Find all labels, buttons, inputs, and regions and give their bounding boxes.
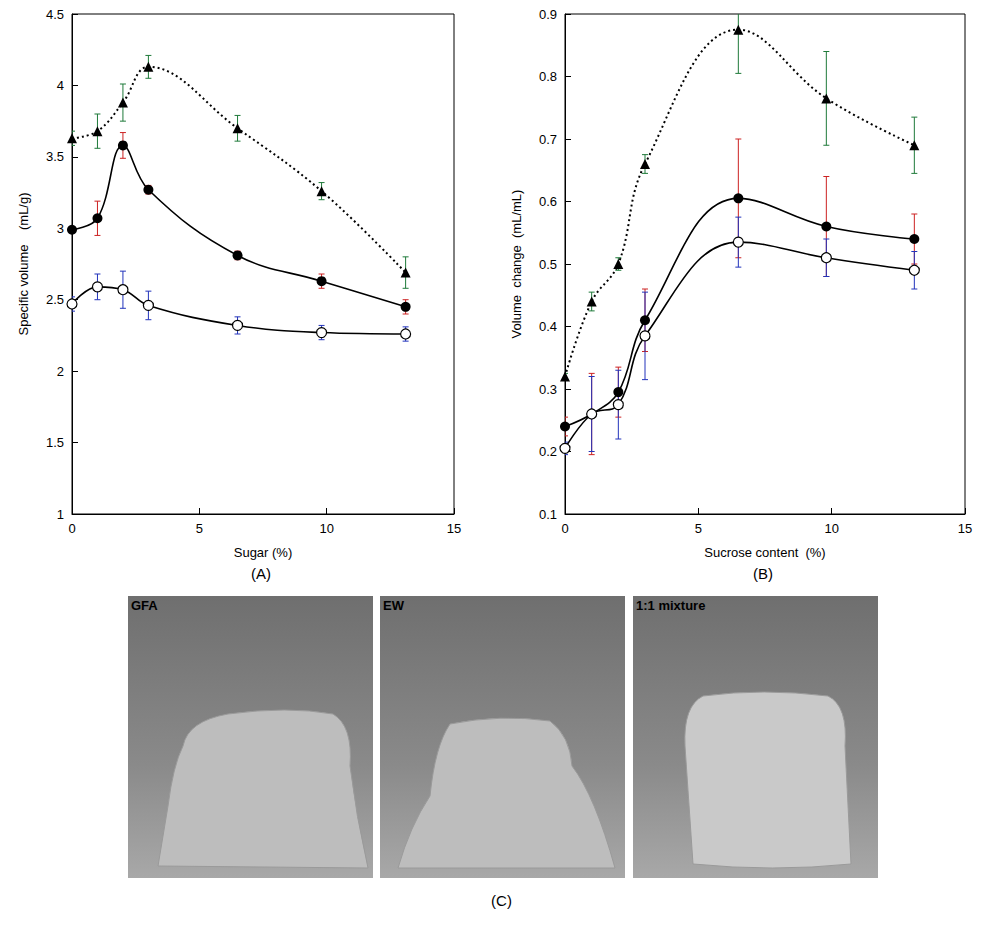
svg-text:0.3: 0.3	[539, 382, 557, 397]
svg-text:(B): (B)	[753, 565, 773, 582]
svg-text:0.7: 0.7	[539, 132, 557, 147]
svg-text:(A): (A)	[251, 565, 271, 582]
svg-text:0.5: 0.5	[539, 257, 557, 272]
svg-text:5: 5	[695, 521, 702, 536]
svg-text:15: 15	[447, 521, 461, 536]
svg-text:15: 15	[958, 521, 972, 536]
html-text:1:1 mixture: 1:1 mixture	[636, 598, 706, 613]
svg-text:Sucrose content (%): Sucrose content (%)	[704, 545, 825, 560]
svg-text:0.2: 0.2	[539, 444, 557, 459]
svg-text:2.5: 2.5	[46, 292, 64, 307]
svg-text:0.9: 0.9	[539, 7, 557, 22]
svg-text:1.5: 1.5	[46, 435, 64, 450]
svg-text:0.6: 0.6	[539, 194, 557, 209]
svg-text:Volume change (mL/mL): Volume change (mL/mL)	[509, 190, 524, 339]
html-text:EW: EW	[383, 598, 404, 613]
svg-text:10: 10	[319, 521, 333, 536]
svg-text:3: 3	[57, 221, 64, 236]
svg-text:10: 10	[824, 521, 838, 536]
svg-text:0.1: 0.1	[539, 507, 557, 522]
svg-text:0.8: 0.8	[539, 69, 557, 84]
svg-text:2: 2	[57, 364, 64, 379]
svg-text:4.5: 4.5	[46, 7, 64, 22]
svg-text:0: 0	[561, 521, 568, 536]
svg-text:0.4: 0.4	[539, 319, 557, 334]
html-text:GFA: GFA	[131, 598, 158, 613]
svg-text:3.5: 3.5	[46, 149, 64, 164]
html-text:(C): (C)	[491, 892, 512, 909]
svg-text:Sugar (%): Sugar (%)	[234, 545, 293, 560]
svg-text:1: 1	[57, 507, 64, 522]
svg-text:5: 5	[196, 521, 203, 536]
svg-text:4: 4	[57, 78, 64, 93]
svg-text:0: 0	[68, 521, 75, 536]
svg-text:Specific volume (mL/g): Specific volume (mL/g)	[16, 192, 31, 335]
